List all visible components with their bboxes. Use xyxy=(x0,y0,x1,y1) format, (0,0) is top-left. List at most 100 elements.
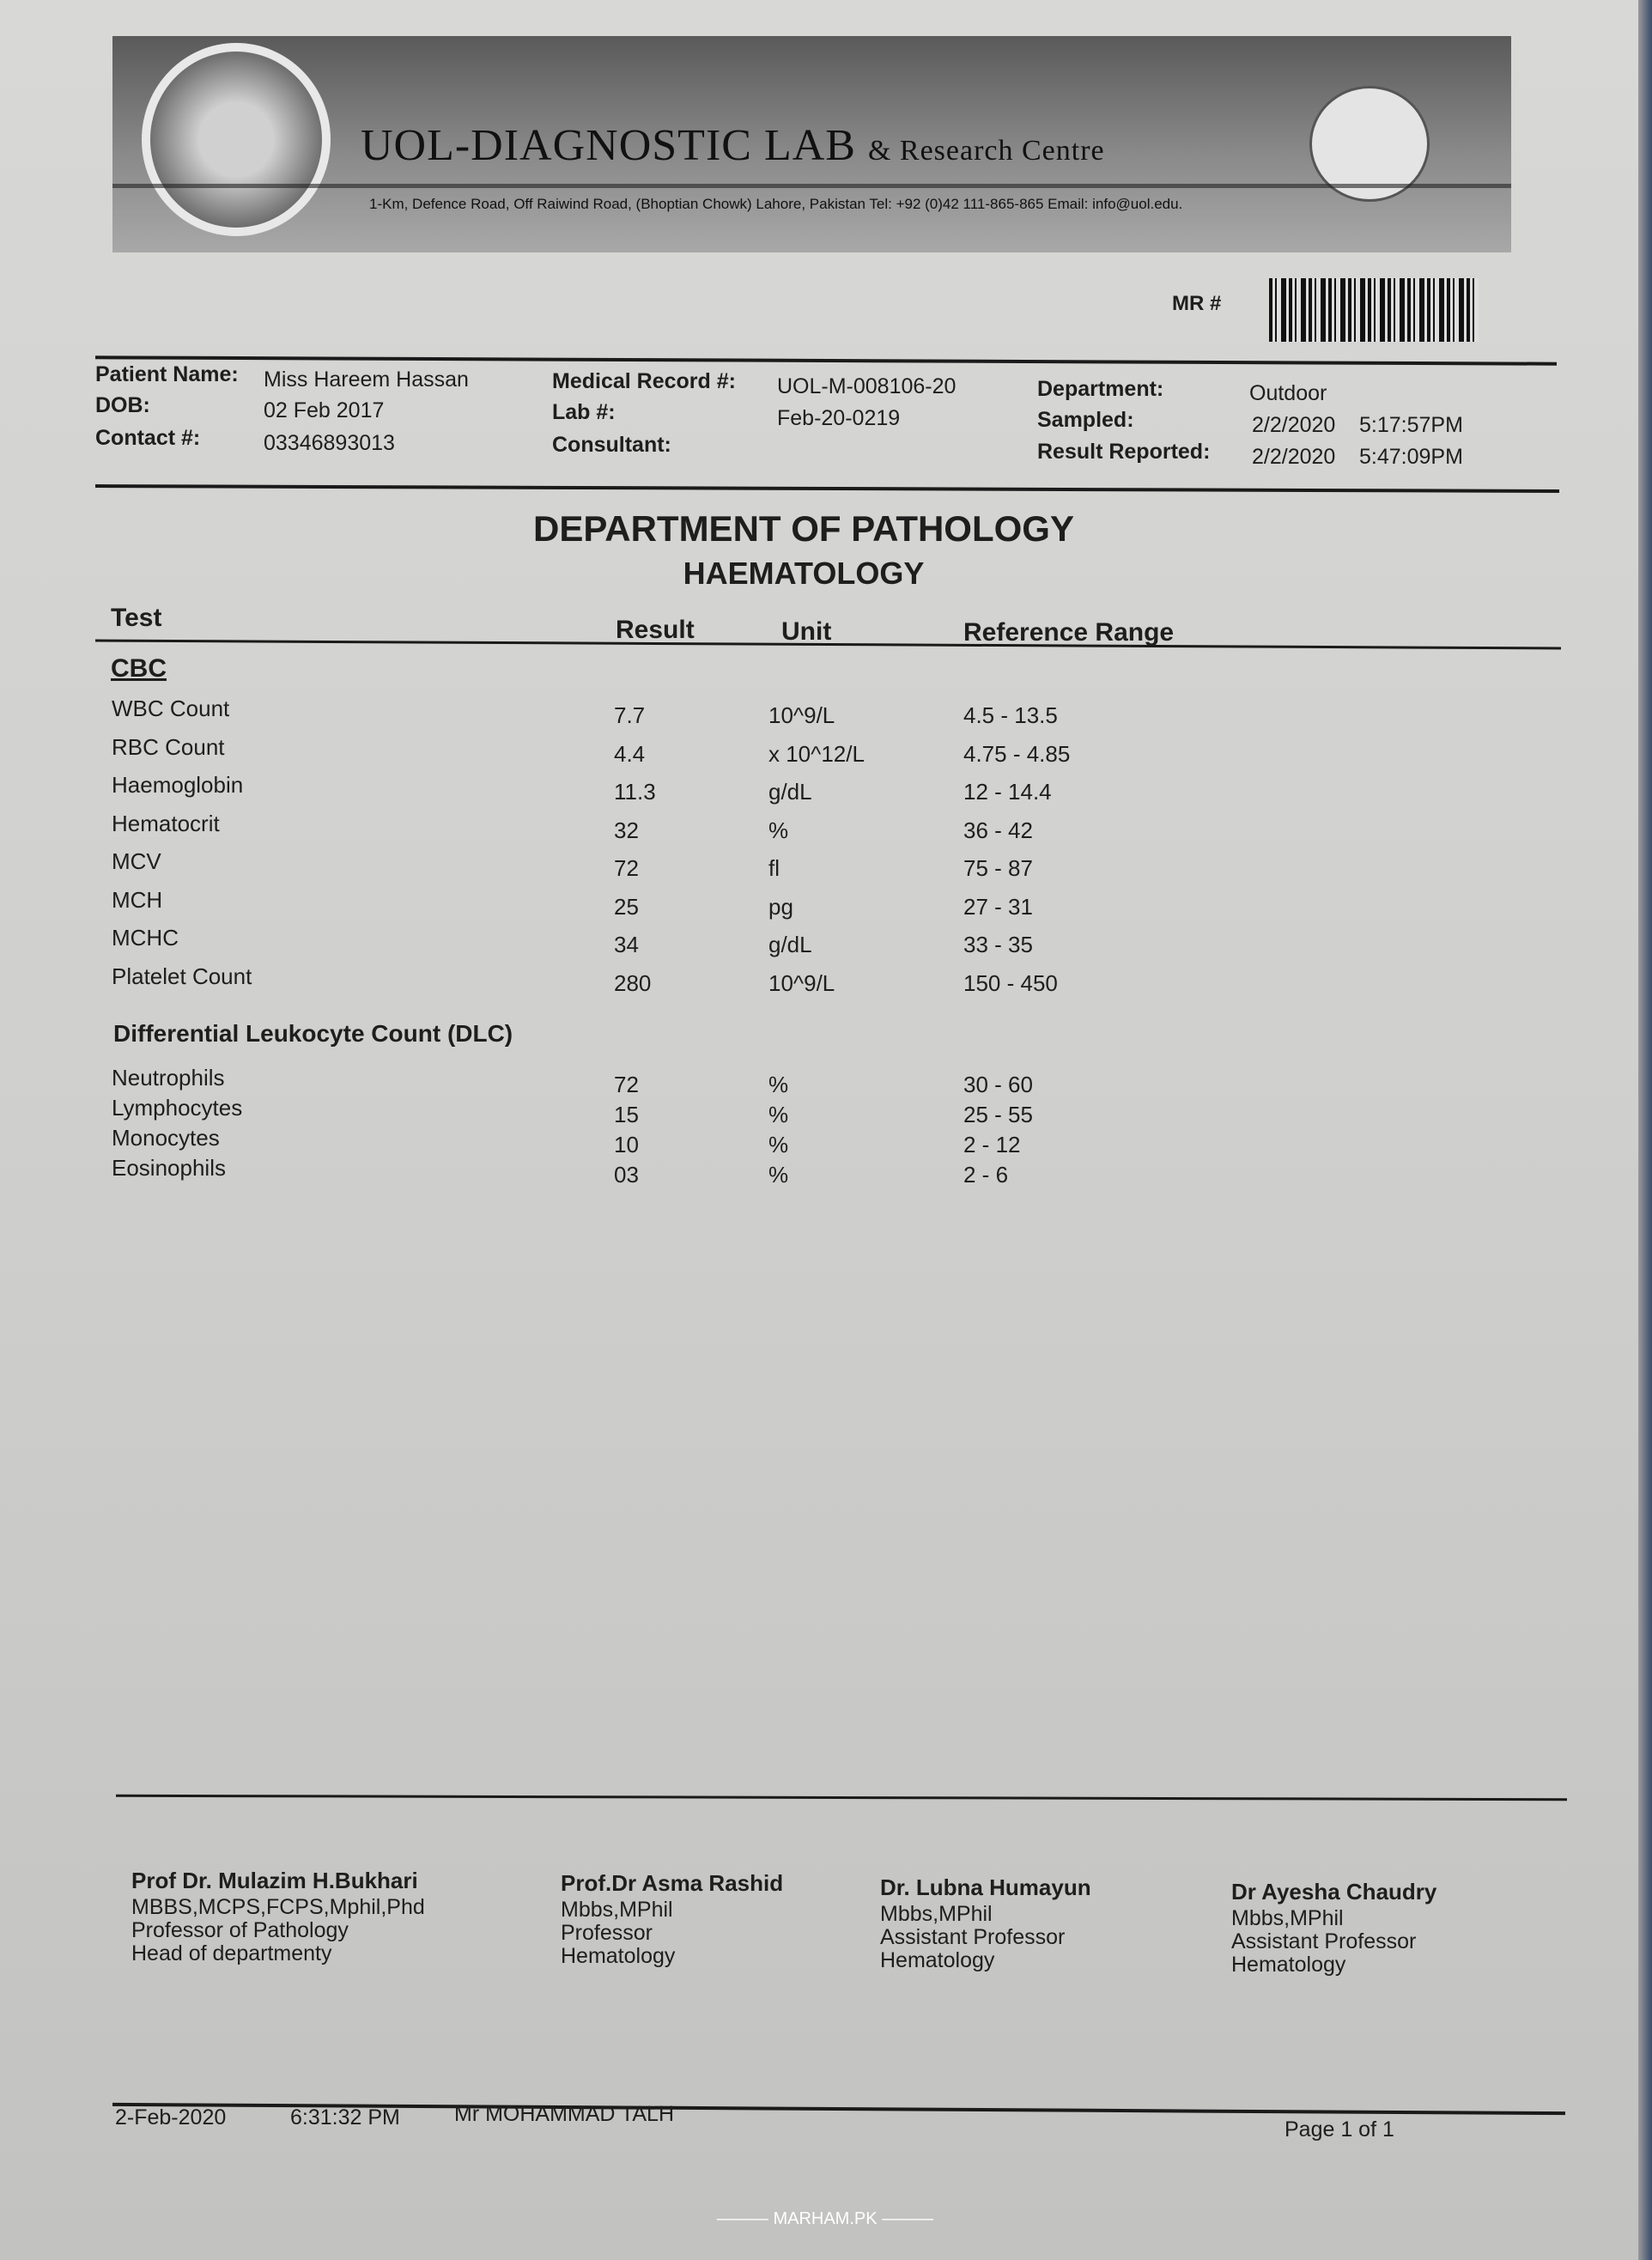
col-test: Test xyxy=(111,604,162,632)
test-reference: 27 - 31 xyxy=(963,893,1033,920)
divider xyxy=(94,355,1558,366)
test-unit: g/dL xyxy=(768,932,812,957)
test-unit: pg xyxy=(768,893,793,920)
signatory-name: Dr. Lubna Humayun xyxy=(880,1874,1091,1900)
sampled-label: Sampled: xyxy=(1037,408,1134,432)
signatory-detail: Mbbs,MPhil xyxy=(880,1902,993,1926)
signatory-detail: Hematology xyxy=(1231,1953,1346,1977)
watermark-text: MARHAM.PK xyxy=(773,2209,878,2228)
test-result: 72 xyxy=(614,1072,639,1097)
signatory: Dr Ayesha Chaudry Mbbs,MPhil Assistant Pro… xyxy=(1231,1880,1436,1977)
dob-label: DOB: xyxy=(95,393,150,417)
test-name: Eosinophils xyxy=(112,1155,226,1181)
divider xyxy=(94,484,1560,493)
test-reference: 2 - 12 xyxy=(963,1132,1021,1157)
dob: 02 Feb 2017 xyxy=(264,398,385,422)
signatory-name: Prof Dr. Mulazim H.Bukhari xyxy=(131,1868,418,1893)
signatory: Prof.Dr Asma Rashid Mbbs,MPhil Professor He… xyxy=(561,1872,783,1968)
test-reference: 30 - 60 xyxy=(963,1072,1033,1097)
signatory-name: Prof.Dr Asma Rashid xyxy=(561,1870,784,1896)
page-edge xyxy=(1638,0,1652,2260)
consultant-label: Consultant: xyxy=(552,433,671,457)
signatory-detail: Head of departmenty xyxy=(131,1941,332,1965)
signatory-detail: MBBS,MCPS,FCPS,Mphil,Phd xyxy=(131,1895,425,1919)
test-name: Lymphocytes xyxy=(112,1095,243,1121)
signatory-detail: Assistant Professor xyxy=(880,1925,1066,1949)
department-title: DEPARTMENT OF PATHOLOGY xyxy=(533,508,1074,549)
test-name: Monocytes xyxy=(112,1125,220,1151)
signatory-detail: Mbbs,MPhil xyxy=(1231,1906,1344,1930)
test-name: Haemoglobin xyxy=(112,772,244,798)
test-name: MCV xyxy=(112,848,161,874)
test-reference: 4.5 - 13.5 xyxy=(963,702,1058,728)
section-title: HAEMATOLOGY xyxy=(683,556,925,591)
test-reference: 25 - 55 xyxy=(963,1102,1033,1127)
test-name: WBC Count xyxy=(112,696,230,721)
test-unit: fl xyxy=(768,855,780,881)
page-number: Page 1 of 1 xyxy=(1285,2117,1394,2142)
lab-address: 1-Km, Defence Road, Off Raiwind Road, (B… xyxy=(369,196,1183,212)
mr-record: UOL-M-008106-20 xyxy=(777,374,957,398)
test-result: 280 xyxy=(614,969,652,996)
test-result: 34 xyxy=(614,932,639,957)
lab-name: UOL-DIAGNOSTIC LAB & Research Centre xyxy=(361,120,1105,171)
test-name: Neutrophils xyxy=(112,1065,225,1091)
test-reference: 33 - 35 xyxy=(963,932,1033,957)
test-reference: 4.75 - 4.85 xyxy=(963,740,1071,767)
signatory-detail: Professor of Pathology xyxy=(131,1918,349,1942)
test-unit: % xyxy=(768,1132,789,1157)
test-reference: 150 - 450 xyxy=(963,969,1058,996)
test-result: 10 xyxy=(614,1132,639,1157)
contact-label: Contact #: xyxy=(95,426,201,450)
patient-name-label: Patient Name: xyxy=(95,362,239,386)
test-unit: x 10^12/L xyxy=(768,740,865,767)
print-date: 2-Feb-2020 xyxy=(115,2105,227,2129)
lab-name-text: UOL-DIAGNOSTIC LAB xyxy=(361,121,856,170)
col-result: Result xyxy=(616,616,695,644)
test-result: 7.7 xyxy=(614,702,646,728)
test-result: 72 xyxy=(614,855,639,881)
test-reference: 2 - 6 xyxy=(963,1162,1009,1188)
test-result: 25 xyxy=(614,893,639,920)
test-unit: % xyxy=(768,1072,789,1097)
patient-name: Miss Hareem Hassan xyxy=(264,368,469,392)
lab-no-label: Lab #: xyxy=(552,400,616,424)
col-reference: Reference Range xyxy=(963,618,1175,647)
contact: 03346893013 xyxy=(264,431,395,455)
sampled-time: 5:17:57PM xyxy=(1359,413,1463,437)
mr-label: MR # xyxy=(1172,292,1222,315)
lab-no: Feb-20-0219 xyxy=(777,406,901,430)
col-unit: Unit xyxy=(781,617,832,646)
dlc-title: Differential Leukocyte Count (DLC) xyxy=(113,1020,513,1047)
lab-logo xyxy=(142,43,331,236)
watermark: ——— MARHAM.PK ——— xyxy=(716,2209,934,2228)
signatory: Prof Dr. Mulazim H.Bukhari MBBS,MCPS,FCPS… xyxy=(131,1869,425,1965)
sampled-date: 2/2/2020 xyxy=(1252,413,1336,437)
lab-suffix: & Research Centre xyxy=(867,135,1105,167)
cbc-title: CBC xyxy=(111,654,167,683)
test-reference: 12 - 14.4 xyxy=(963,779,1052,805)
reported-label: Result Reported: xyxy=(1037,440,1211,464)
department: Outdoor xyxy=(1249,381,1327,405)
signatory-detail: Hematology xyxy=(561,1944,676,1968)
reported-date: 2/2/2020 xyxy=(1252,445,1336,469)
letterhead-banner xyxy=(112,36,1511,252)
test-name: Hematocrit xyxy=(112,810,220,836)
footer-rule xyxy=(115,1794,1568,1801)
signatory-detail: Assistant Professor xyxy=(1231,1929,1417,1953)
test-reference: 75 - 87 xyxy=(963,855,1033,881)
test-result: 4.4 xyxy=(614,740,646,767)
test-unit: % xyxy=(768,817,789,843)
signatory: Dr. Lubna Humayun Mbbs,MPhil Assistant Pro… xyxy=(880,1876,1091,1972)
test-name: MCH xyxy=(112,886,163,913)
test-unit: g/dL xyxy=(768,779,812,805)
print-time: 6:31:32 PM xyxy=(290,2105,400,2129)
test-result: 32 xyxy=(614,817,639,843)
printed-by: Mr MOHAMMAD TALH xyxy=(454,2102,675,2126)
test-result: 11.3 xyxy=(614,779,656,805)
signatory-detail: Hematology xyxy=(880,1948,995,1972)
reported-time: 5:47:09PM xyxy=(1359,445,1463,469)
barcode xyxy=(1269,278,1479,342)
signatory-detail: Mbbs,MPhil xyxy=(561,1898,673,1922)
mr-record-label: Medical Record #: xyxy=(552,369,736,393)
